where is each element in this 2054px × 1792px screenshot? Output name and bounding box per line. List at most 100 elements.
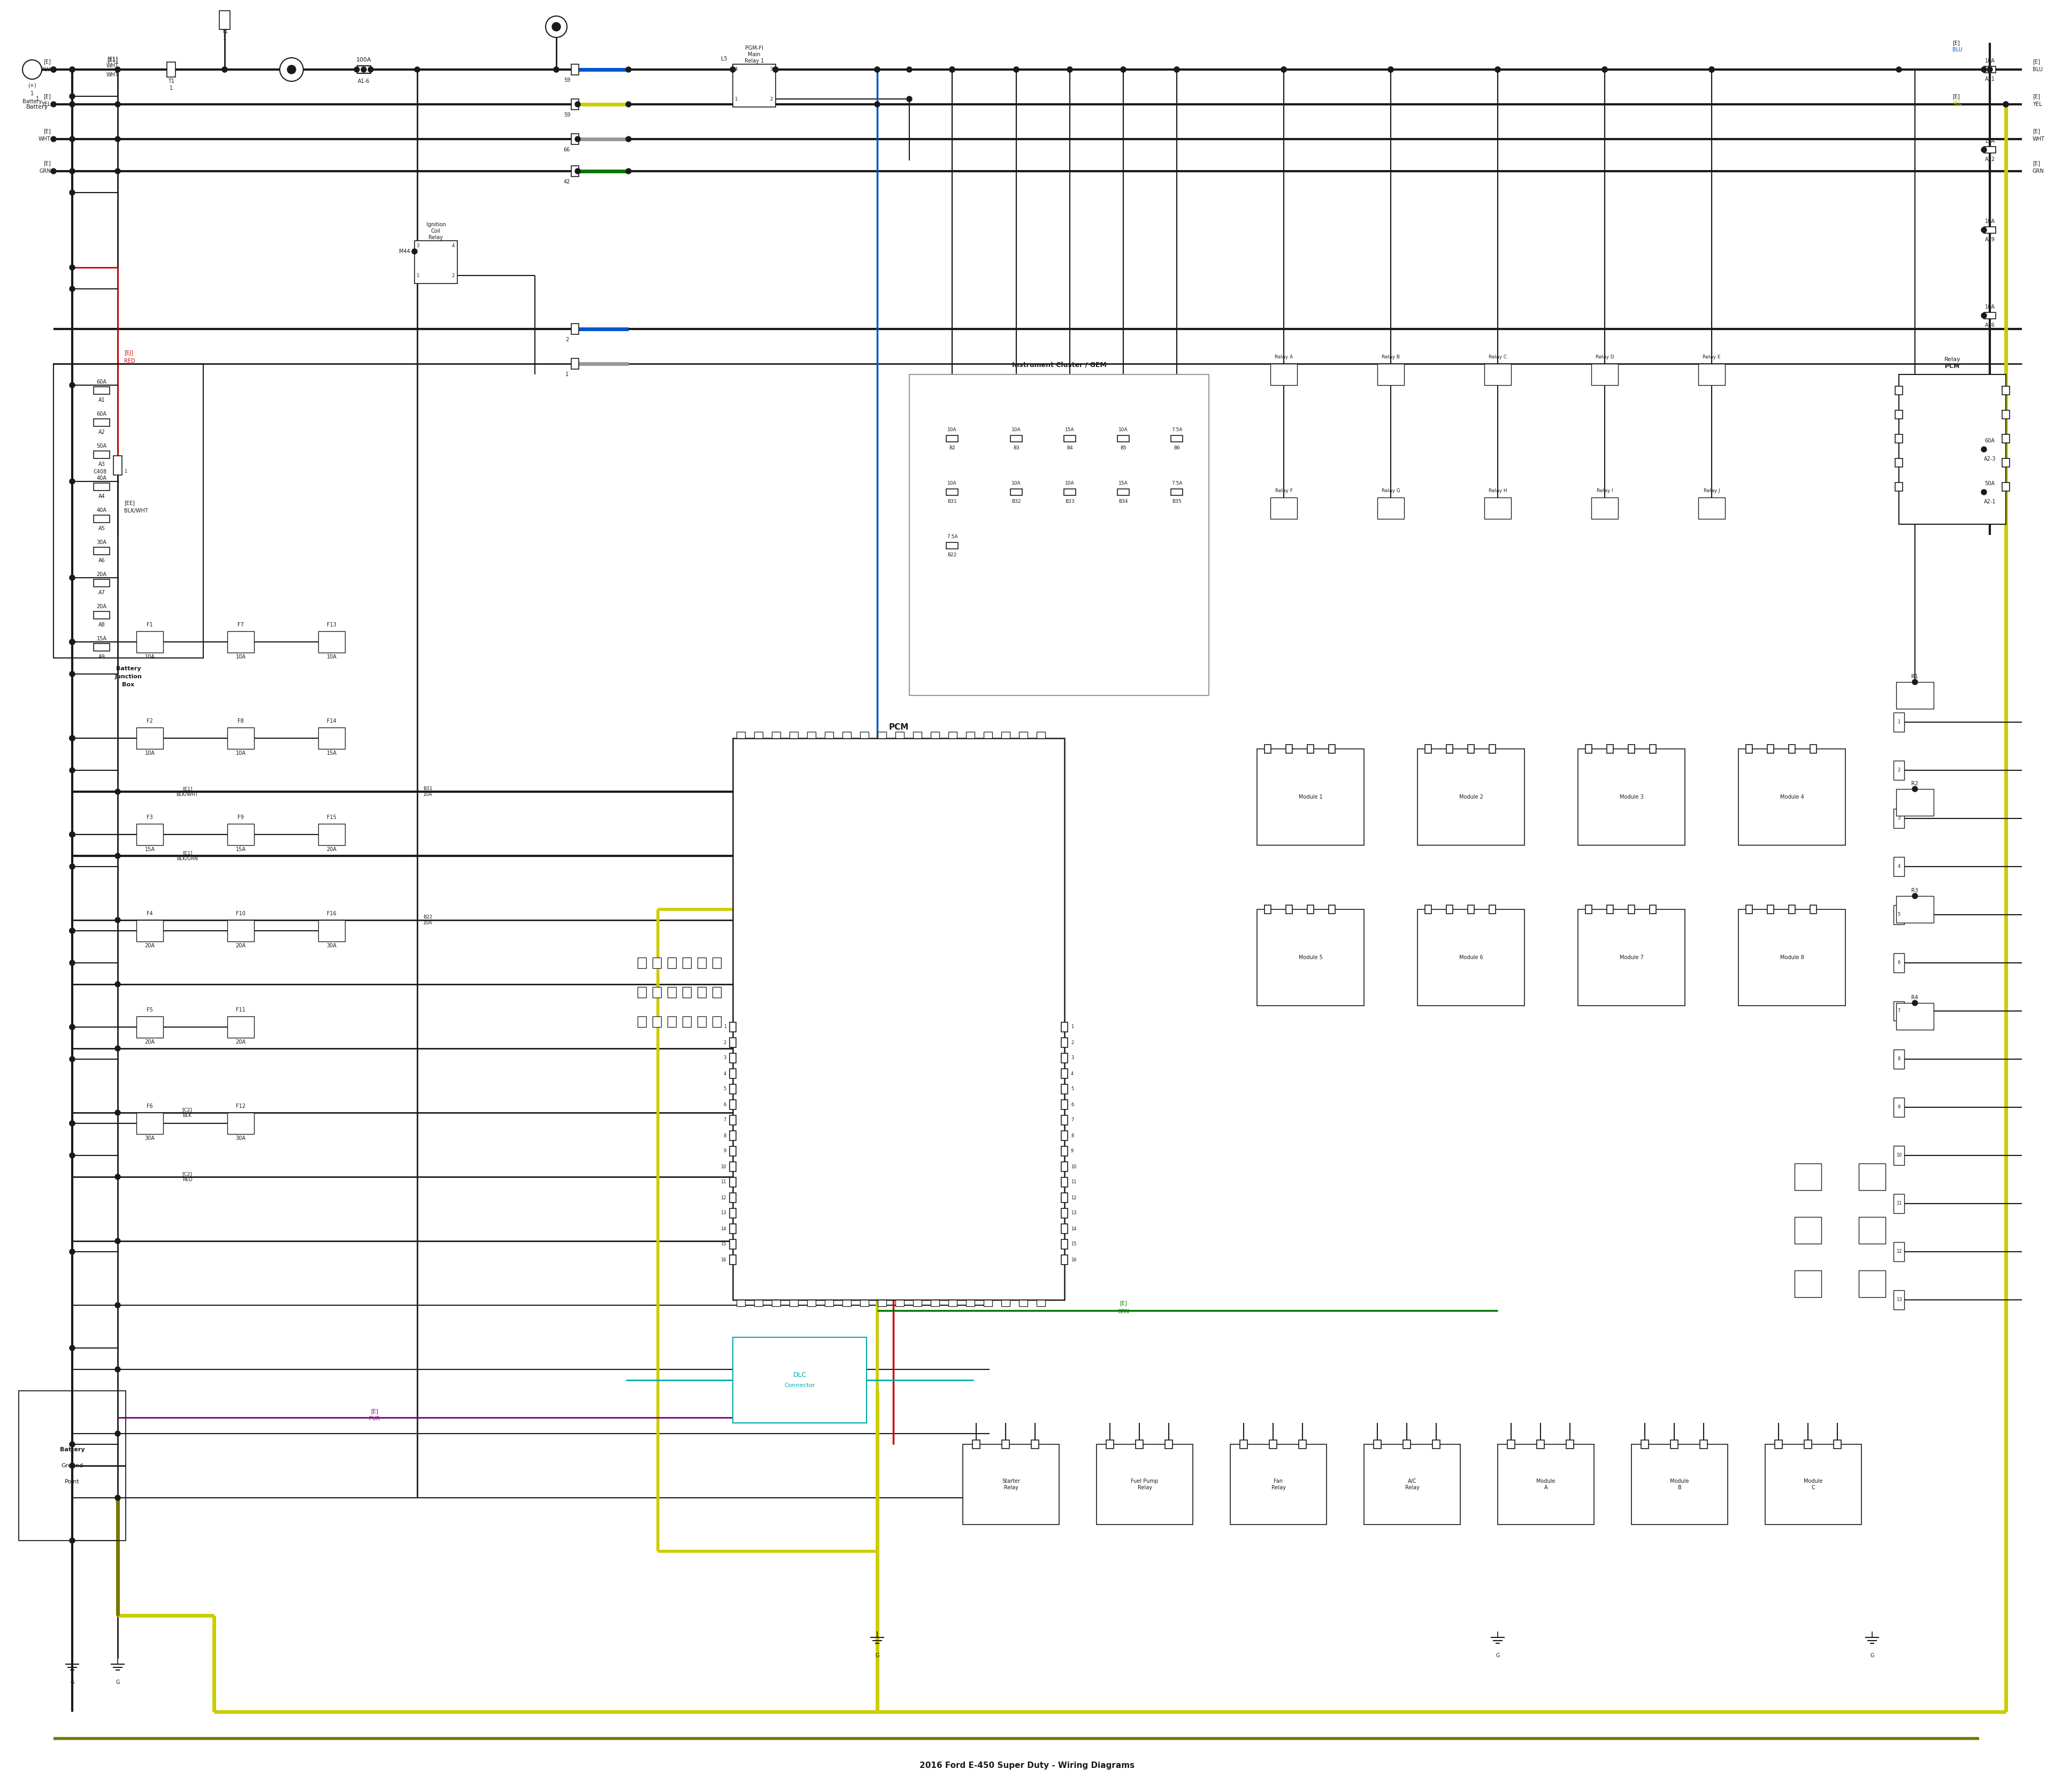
Bar bbox=[1425, 745, 1432, 753]
Circle shape bbox=[51, 66, 55, 72]
Text: F4: F4 bbox=[146, 910, 152, 916]
Bar bbox=[1894, 905, 1904, 925]
Bar bbox=[896, 731, 904, 738]
Text: 10A: 10A bbox=[144, 751, 154, 756]
Text: BLU: BLU bbox=[2033, 66, 2042, 72]
Bar bbox=[1859, 1217, 1886, 1244]
Circle shape bbox=[626, 66, 631, 72]
Bar bbox=[729, 1054, 735, 1063]
Text: F10: F10 bbox=[236, 910, 246, 916]
Circle shape bbox=[51, 168, 55, 174]
Circle shape bbox=[70, 93, 74, 99]
Text: 10: 10 bbox=[1896, 1152, 1902, 1158]
Text: BLU: BLU bbox=[41, 66, 51, 72]
Text: 6: 6 bbox=[1898, 961, 1900, 966]
Circle shape bbox=[949, 66, 955, 72]
Circle shape bbox=[70, 1538, 74, 1543]
Circle shape bbox=[555, 66, 559, 72]
Circle shape bbox=[1495, 66, 1499, 72]
Circle shape bbox=[115, 1303, 121, 1308]
Text: Battery: Battery bbox=[23, 99, 41, 104]
Text: 7.5A: 7.5A bbox=[947, 534, 957, 539]
Text: Relay E: Relay E bbox=[1703, 355, 1721, 360]
Text: 14: 14 bbox=[1070, 1226, 1076, 1231]
Text: Connector: Connector bbox=[785, 1383, 815, 1389]
Bar bbox=[930, 1299, 939, 1306]
Text: 12: 12 bbox=[721, 1195, 727, 1201]
Circle shape bbox=[288, 65, 296, 73]
Circle shape bbox=[413, 249, 417, 254]
Bar bbox=[2003, 434, 2009, 443]
Bar bbox=[1984, 446, 1996, 453]
Circle shape bbox=[70, 640, 74, 645]
Bar bbox=[1834, 1441, 1840, 1448]
Text: B34: B34 bbox=[1119, 500, 1128, 504]
Circle shape bbox=[1389, 66, 1393, 72]
Circle shape bbox=[70, 382, 74, 387]
Text: PGM-FI: PGM-FI bbox=[746, 45, 764, 50]
Bar bbox=[94, 484, 109, 491]
Text: B22: B22 bbox=[947, 554, 957, 557]
Bar bbox=[1265, 745, 1271, 753]
Text: 16A: 16A bbox=[1984, 305, 1994, 310]
Text: 1: 1 bbox=[170, 86, 173, 91]
Bar bbox=[1894, 713, 1904, 731]
Text: A5: A5 bbox=[99, 525, 105, 530]
Bar bbox=[1896, 788, 1933, 815]
Bar bbox=[1062, 1084, 1068, 1093]
Text: 40A: 40A bbox=[97, 507, 107, 513]
Bar bbox=[1894, 760, 1904, 780]
Circle shape bbox=[51, 136, 55, 142]
Circle shape bbox=[70, 735, 74, 740]
Text: 20A: 20A bbox=[236, 1039, 246, 1045]
Circle shape bbox=[1896, 66, 1902, 72]
Text: B33: B33 bbox=[1066, 500, 1074, 504]
Bar bbox=[1896, 434, 1902, 443]
Bar bbox=[729, 1100, 735, 1109]
Circle shape bbox=[1982, 446, 1986, 452]
Bar bbox=[1062, 1193, 1068, 1202]
Text: 15: 15 bbox=[1070, 1242, 1076, 1247]
Circle shape bbox=[1986, 66, 1992, 72]
Bar bbox=[1489, 905, 1495, 914]
Bar bbox=[772, 1299, 781, 1306]
Bar bbox=[1469, 905, 1475, 914]
Bar bbox=[1508, 1441, 1516, 1448]
Text: 2: 2 bbox=[770, 97, 772, 102]
Circle shape bbox=[1709, 66, 1715, 72]
Text: Relay 1: Relay 1 bbox=[744, 59, 764, 65]
Text: 1: 1 bbox=[31, 91, 33, 97]
Bar bbox=[94, 643, 109, 650]
Text: 5: 5 bbox=[1070, 1086, 1074, 1091]
Text: Relay F: Relay F bbox=[1276, 489, 1292, 493]
Bar bbox=[94, 547, 109, 556]
Bar bbox=[963, 1444, 1060, 1525]
Text: Relay G: Relay G bbox=[1382, 489, 1401, 493]
Bar bbox=[1789, 745, 1795, 753]
Bar bbox=[415, 240, 458, 283]
Bar bbox=[754, 731, 762, 738]
Text: Module
B: Module B bbox=[1670, 1478, 1688, 1491]
Bar bbox=[713, 1016, 721, 1027]
Text: Relay: Relay bbox=[1945, 357, 1962, 362]
Bar bbox=[1699, 498, 1725, 520]
Bar bbox=[1803, 1441, 1812, 1448]
Bar bbox=[228, 728, 255, 749]
Bar bbox=[571, 99, 579, 109]
Bar bbox=[1896, 387, 1902, 394]
Bar bbox=[972, 1441, 980, 1448]
Bar bbox=[1896, 459, 1902, 468]
Text: F8: F8 bbox=[238, 719, 244, 724]
Bar bbox=[1298, 1441, 1306, 1448]
Bar bbox=[1859, 1163, 1886, 1190]
Bar bbox=[1896, 683, 1933, 710]
Circle shape bbox=[70, 961, 74, 966]
Text: B6: B6 bbox=[1173, 446, 1179, 450]
Circle shape bbox=[70, 735, 74, 740]
Text: BLK/WHT: BLK/WHT bbox=[123, 509, 148, 514]
Text: 16: 16 bbox=[721, 1258, 727, 1262]
Circle shape bbox=[949, 66, 955, 72]
Circle shape bbox=[875, 66, 879, 72]
Bar bbox=[1497, 1444, 1594, 1525]
Text: F2: F2 bbox=[146, 719, 152, 724]
